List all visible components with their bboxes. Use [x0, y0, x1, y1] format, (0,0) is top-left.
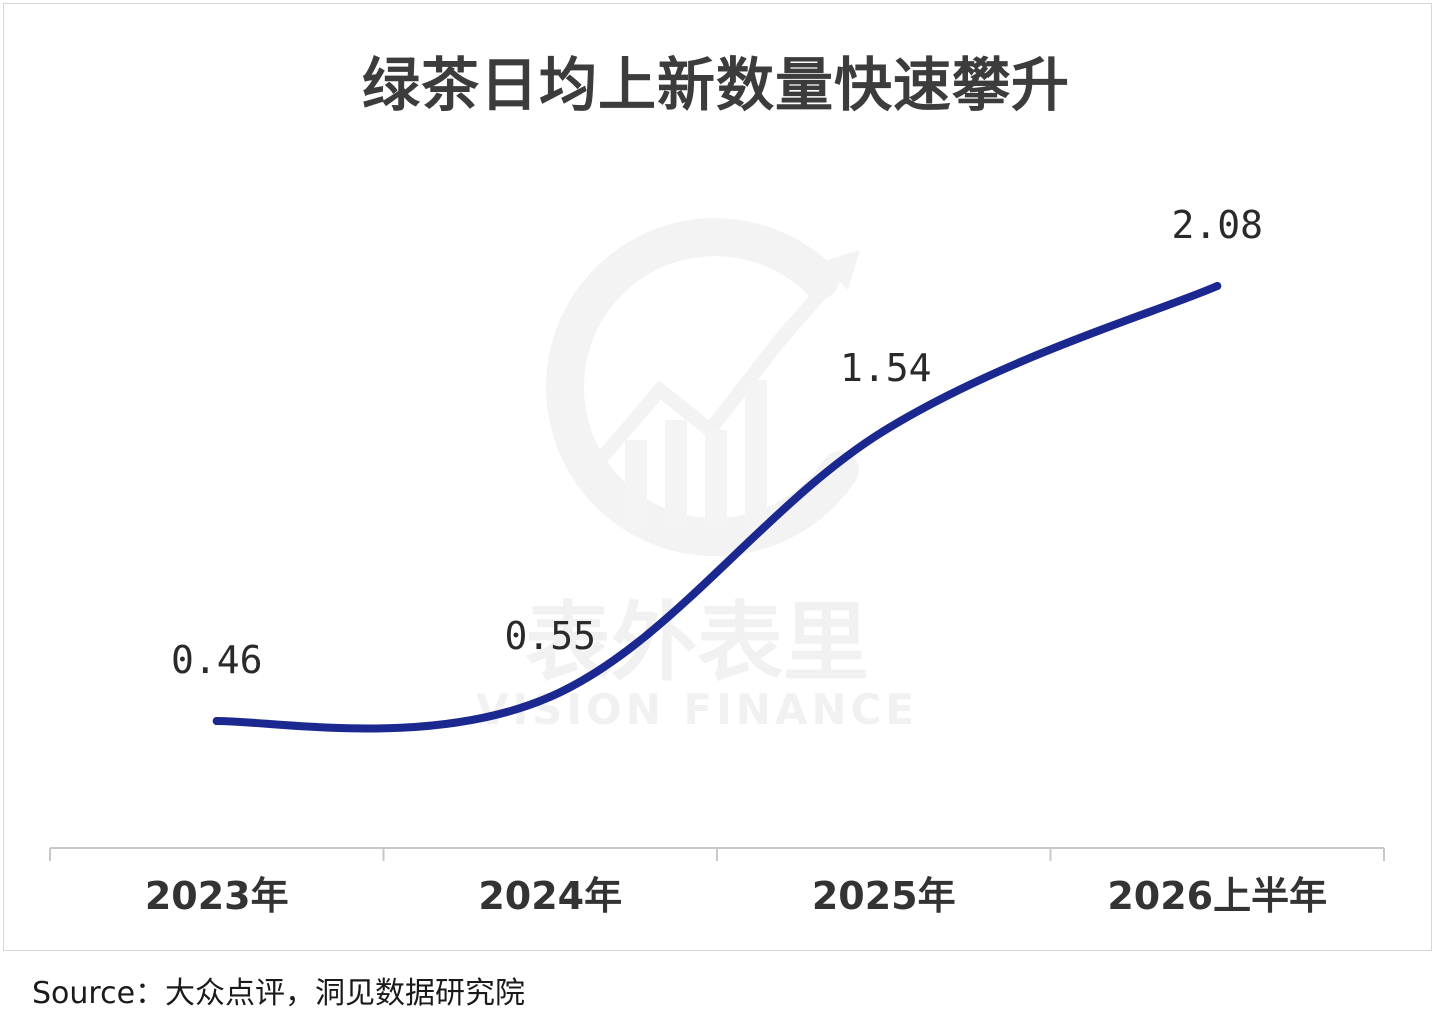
chart-title: 绿茶日均上新数量快速攀升: [361, 51, 1070, 119]
data-point: [1213, 282, 1222, 290]
data-point: [546, 692, 555, 701]
data-point: [879, 427, 888, 435]
line-chart: 表外表里 VISION FINANCE 0.460.551.542.082023…: [49, 203, 1385, 918]
data-label: 1.54: [840, 346, 932, 390]
x-tick-label: 2026上半年: [1107, 874, 1327, 918]
watermark-logo: [545, 218, 860, 557]
source-note: Source：大众点评，洞见数据研究院: [32, 976, 526, 1011]
x-tick-label: 2024年: [478, 874, 622, 918]
data-label: 2.08: [1171, 203, 1263, 247]
x-tick-label: 2023年: [145, 874, 289, 918]
x-tick-label: 2025年: [812, 874, 956, 918]
series-line: [212, 282, 1222, 733]
data-point: [212, 717, 221, 725]
data-label: 0.55: [504, 614, 596, 658]
data-label: 0.46: [171, 638, 263, 682]
watermark-en: VISION FINANCE: [476, 685, 918, 734]
